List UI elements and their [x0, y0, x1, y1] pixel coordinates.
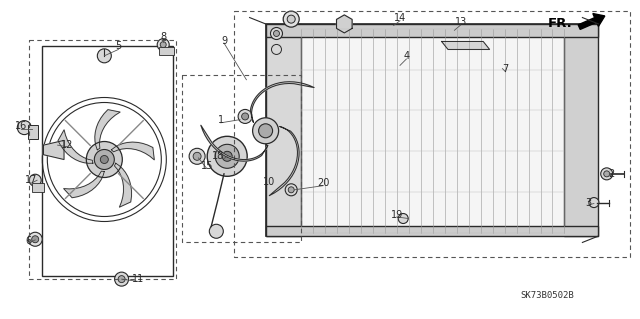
Text: 7: 7	[502, 63, 509, 74]
Text: 17: 17	[24, 175, 37, 185]
Circle shape	[207, 136, 247, 176]
Polygon shape	[44, 140, 64, 160]
Circle shape	[259, 124, 273, 138]
Text: 2: 2	[608, 169, 614, 179]
Circle shape	[287, 15, 295, 23]
Text: SK73B0502B: SK73B0502B	[520, 291, 574, 300]
Text: 4: 4	[403, 51, 410, 61]
Polygon shape	[63, 171, 104, 198]
Polygon shape	[115, 163, 131, 207]
Polygon shape	[58, 130, 93, 163]
Text: 5: 5	[115, 41, 122, 51]
Polygon shape	[269, 127, 299, 196]
Bar	[32, 183, 44, 192]
Text: 10: 10	[262, 177, 275, 187]
Circle shape	[17, 121, 31, 135]
Bar	[28, 125, 38, 139]
Polygon shape	[111, 142, 154, 160]
Circle shape	[253, 118, 278, 144]
Text: 20: 20	[317, 178, 330, 189]
Text: 12: 12	[61, 140, 74, 150]
Circle shape	[29, 174, 41, 186]
Polygon shape	[442, 41, 490, 49]
Bar	[266, 24, 301, 236]
Circle shape	[100, 155, 108, 164]
Bar	[266, 226, 598, 236]
Circle shape	[189, 148, 205, 164]
Polygon shape	[95, 110, 120, 150]
Circle shape	[94, 150, 115, 169]
Circle shape	[589, 197, 599, 208]
FancyArrow shape	[578, 13, 605, 29]
Circle shape	[97, 49, 111, 63]
Circle shape	[115, 272, 129, 286]
Text: 3: 3	[586, 197, 592, 208]
Circle shape	[242, 113, 248, 120]
Circle shape	[222, 151, 232, 161]
Circle shape	[288, 187, 294, 193]
Circle shape	[283, 11, 300, 27]
Text: 19: 19	[390, 210, 403, 220]
Circle shape	[160, 42, 166, 48]
Text: 8: 8	[160, 32, 166, 42]
Text: 14: 14	[394, 12, 406, 23]
Polygon shape	[201, 125, 268, 161]
Circle shape	[86, 142, 122, 177]
Text: 11: 11	[131, 274, 144, 284]
Circle shape	[285, 184, 297, 196]
Polygon shape	[337, 15, 352, 33]
Circle shape	[215, 144, 239, 168]
Text: 6: 6	[26, 236, 32, 246]
Text: 13: 13	[454, 17, 467, 27]
Bar	[159, 47, 173, 55]
Text: 18: 18	[211, 151, 224, 161]
Circle shape	[273, 31, 280, 36]
Text: 1: 1	[218, 115, 224, 125]
Circle shape	[604, 171, 610, 177]
Text: 16: 16	[15, 121, 28, 131]
Bar	[266, 24, 598, 37]
Circle shape	[157, 39, 169, 51]
Text: 15: 15	[200, 161, 213, 171]
Bar	[266, 24, 598, 236]
Circle shape	[271, 27, 282, 40]
Circle shape	[28, 232, 42, 246]
Text: 9: 9	[221, 36, 227, 47]
Bar	[42, 46, 173, 276]
Circle shape	[238, 109, 252, 123]
Circle shape	[209, 224, 223, 238]
Bar	[564, 24, 598, 236]
Circle shape	[601, 168, 612, 180]
Circle shape	[398, 213, 408, 224]
Polygon shape	[250, 82, 314, 122]
Text: FR.: FR.	[548, 18, 573, 30]
Circle shape	[193, 152, 201, 160]
Circle shape	[118, 276, 125, 283]
Circle shape	[32, 236, 38, 243]
Circle shape	[271, 44, 282, 55]
